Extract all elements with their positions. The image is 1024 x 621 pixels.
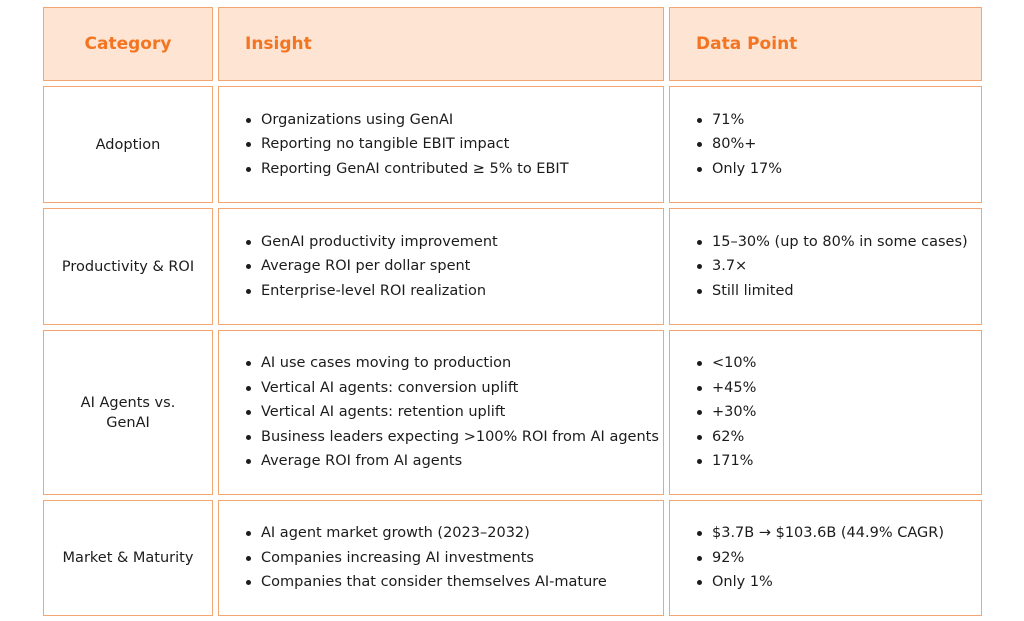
insight-list: GenAI productivity improvement Average R… bbox=[219, 230, 498, 303]
category-label: Adoption bbox=[95, 136, 161, 153]
header-category: Category bbox=[43, 7, 213, 81]
insight-cell-productivity: GenAI productivity improvement Average R… bbox=[218, 208, 664, 325]
data-point-item: 3.7× bbox=[697, 254, 968, 278]
category-cell-adoption: Adoption bbox=[43, 86, 213, 203]
header-insight: Insight bbox=[218, 7, 664, 81]
data-point-item: 71% bbox=[696, 108, 782, 132]
header-data-point: Data Point bbox=[669, 7, 982, 81]
data-point-item: 80%+ bbox=[696, 132, 782, 156]
insight-cell-market: AI agent market growth (2023–2032) Compa… bbox=[218, 500, 664, 616]
category-cell-market: Market & Maturity bbox=[43, 500, 213, 616]
header-category-label: Category bbox=[84, 34, 172, 54]
insight-list: AI agent market growth (2023–2032) Compa… bbox=[219, 521, 607, 594]
data-point-item: +30% bbox=[696, 400, 756, 424]
insight-item: AI use cases moving to production bbox=[246, 351, 659, 375]
insight-cell-ai-agents: AI use cases moving to production Vertic… bbox=[218, 330, 664, 495]
insight-item: Average ROI per dollar spent bbox=[246, 254, 498, 278]
data-point-item: Only 1% bbox=[697, 570, 944, 594]
data-point-item: 15–30% (up to 80% in some cases) bbox=[697, 230, 968, 254]
insight-item: Vertical AI agents: retention uplift bbox=[246, 400, 659, 424]
insight-item: Organizations using GenAI bbox=[246, 108, 569, 132]
data-point-item: 92% bbox=[697, 546, 944, 570]
insight-list: AI use cases moving to production Vertic… bbox=[219, 351, 659, 473]
data-point-item: <10% bbox=[696, 351, 756, 375]
data-point-item: +45% bbox=[696, 376, 756, 400]
insight-item: Vertical AI agents: conversion uplift bbox=[246, 376, 659, 400]
data-point-list: 71% 80%+ Only 17% bbox=[670, 108, 782, 181]
data-point-item: Still limited bbox=[697, 279, 968, 303]
data-point-item: 62% bbox=[696, 425, 756, 449]
category-label: Market & Maturity bbox=[62, 550, 194, 566]
data-point-cell-adoption: 71% 80%+ Only 17% bbox=[669, 86, 982, 203]
data-point-cell-market: $3.7B → $103.6B (44.9% CAGR) 92% Only 1% bbox=[669, 500, 982, 616]
category-label: Productivity & ROI bbox=[61, 258, 195, 275]
data-point-item: Only 17% bbox=[696, 157, 782, 181]
data-point-cell-productivity: 15–30% (up to 80% in some cases) 3.7× St… bbox=[669, 208, 982, 325]
insight-item: AI agent market growth (2023–2032) bbox=[246, 521, 607, 545]
data-point-item: 171% bbox=[696, 449, 756, 473]
category-cell-ai-agents: AI Agents vs. GenAI bbox=[43, 330, 213, 495]
header-insight-label: Insight bbox=[245, 34, 312, 54]
insights-table: Category Insight Data Point Adoption Org… bbox=[43, 7, 982, 616]
category-label: AI Agents vs. GenAI bbox=[80, 394, 176, 431]
data-point-list: 15–30% (up to 80% in some cases) 3.7× St… bbox=[670, 230, 968, 303]
category-cell-productivity: Productivity & ROI bbox=[43, 208, 213, 325]
data-point-item: $3.7B → $103.6B (44.9% CAGR) bbox=[697, 521, 944, 545]
insight-item: Companies increasing AI investments bbox=[246, 546, 607, 570]
insight-item: Reporting GenAI contributed ≥ 5% to EBIT bbox=[246, 157, 569, 181]
insight-item: GenAI productivity improvement bbox=[246, 230, 498, 254]
insight-item: Average ROI from AI agents bbox=[246, 449, 659, 473]
insight-item: Business leaders expecting >100% ROI fro… bbox=[246, 425, 659, 449]
data-point-list: <10% +45% +30% 62% 171% bbox=[670, 351, 756, 473]
insight-item: Enterprise-level ROI realization bbox=[246, 279, 498, 303]
insight-item: Companies that consider themselves AI-ma… bbox=[246, 570, 607, 594]
insight-list: Organizations using GenAI Reporting no t… bbox=[219, 108, 569, 181]
insight-cell-adoption: Organizations using GenAI Reporting no t… bbox=[218, 86, 664, 203]
data-point-list: $3.7B → $103.6B (44.9% CAGR) 92% Only 1% bbox=[670, 521, 944, 594]
insight-item: Reporting no tangible EBIT impact bbox=[246, 132, 569, 156]
data-point-cell-ai-agents: <10% +45% +30% 62% 171% bbox=[669, 330, 982, 495]
header-data-point-label: Data Point bbox=[696, 34, 798, 54]
